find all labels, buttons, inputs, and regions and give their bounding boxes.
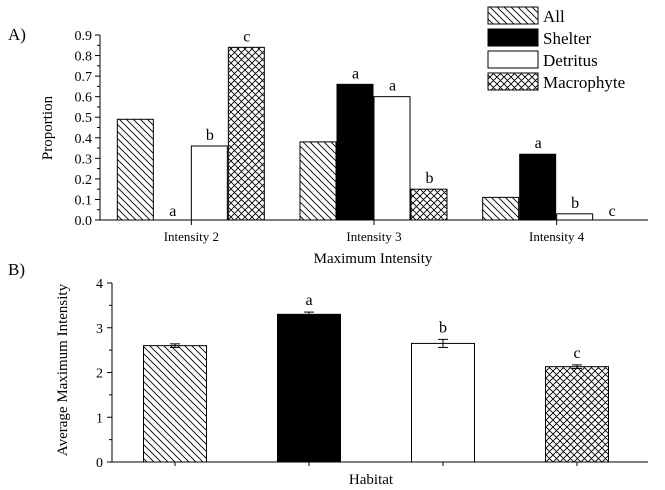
bar-detritus-intensity-4 <box>556 213 594 221</box>
y-tick-label-0-0: 0.0 <box>75 214 93 229</box>
panel-a-ylabel: Proportion <box>40 95 56 160</box>
y-tick-label-1: 1 <box>96 411 103 426</box>
x-tick-label-intensity-4: Intensity 4 <box>529 229 585 244</box>
sig-letter-shelter-intensity-2: a <box>169 203 176 220</box>
panel-b-bars: a b c <box>143 292 609 463</box>
y-tick-label-0: 0 <box>96 456 103 471</box>
x-tick-label-intensity-3: Intensity 3 <box>346 229 401 244</box>
sig-letter-macrophyte: c <box>573 345 580 362</box>
bar-all <box>143 345 207 463</box>
panel-a-xlabel: Maximum Intensity <box>314 251 433 267</box>
legend: All Shelter Detritus Macrophyte <box>487 6 625 92</box>
panel-a-bars: a b c a a b a b c <box>116 28 616 221</box>
bar-detritus-intensity-3 <box>373 96 411 221</box>
panel-b-axes: 0 1 2 3 4 <box>96 277 648 471</box>
sig-letter-detritus-intensity-4: b <box>571 195 579 212</box>
legend-label-all: All <box>543 7 565 26</box>
bar-detritus-intensity-2 <box>190 145 228 221</box>
sig-letter-macrophyte-intensity-4: c <box>609 203 616 220</box>
panel-b: B) a b c 0 1 2 3 4 Average Maximum Intensity H… <box>8 260 648 488</box>
bar-shelter <box>277 313 341 463</box>
bar-shelter-intensity-4 <box>519 153 557 221</box>
y-tick-label-4: 4 <box>96 277 103 292</box>
bar-detritus <box>411 342 475 463</box>
sig-letter-detritus-intensity-3: a <box>389 78 396 95</box>
bar-all-intensity-4 <box>482 196 520 221</box>
y-tick-label-0-9: 0.9 <box>75 29 93 44</box>
bar-macrophyte <box>545 366 609 463</box>
sig-letter-shelter-intensity-3: a <box>352 65 359 82</box>
sig-letter-macrophyte-intensity-3: b <box>426 170 434 187</box>
x-tick-label-intensity-2: Intensity 2 <box>164 229 219 244</box>
sig-letter-macrophyte-intensity-2: c <box>243 28 250 45</box>
y-tick-label-0-3: 0.3 <box>75 152 93 167</box>
legend-swatch-shelter <box>487 28 539 47</box>
y-tick-label-0-1: 0.1 <box>75 193 93 208</box>
legend-swatch-all <box>487 6 539 25</box>
y-tick-label-2: 2 <box>96 367 103 382</box>
y-tick-label-0-6: 0.6 <box>75 91 93 106</box>
panel-b-xlabel: Habitat <box>349 472 394 488</box>
legend-label-detritus: Detritus <box>543 51 598 70</box>
panel-a-label: A) <box>8 25 26 44</box>
bar-all-intensity-3 <box>299 141 337 221</box>
y-tick-label-3: 3 <box>96 322 103 337</box>
panel-b-ylabel: Average Maximum Intensity <box>55 283 71 456</box>
panel-b-label: B) <box>8 260 25 279</box>
y-tick-label-0-5: 0.5 <box>75 111 93 126</box>
sig-letter-detritus-intensity-2: b <box>206 127 214 144</box>
y-tick-label-0-2: 0.2 <box>75 173 93 188</box>
legend-swatch-macrophyte <box>487 72 539 91</box>
legend-label-shelter: Shelter <box>543 29 591 48</box>
y-tick-label-0-4: 0.4 <box>75 132 93 147</box>
y-tick-label-0-8: 0.8 <box>75 50 93 65</box>
sig-letter-shelter-intensity-4: a <box>535 135 542 152</box>
bar-all-intensity-2 <box>116 118 154 221</box>
legend-swatch-detritus <box>487 50 539 69</box>
sig-letter-detritus: b <box>439 319 447 336</box>
bar-shelter-intensity-3 <box>336 83 374 221</box>
sig-letter-shelter: a <box>305 292 312 309</box>
panel-a-axes: Intensity 2 Intensity 3 Intensity 4 0.0 0.1 0… <box>75 29 648 244</box>
legend-label-macrophyte: Macrophyte <box>543 73 625 92</box>
y-tick-label-0-7: 0.7 <box>75 70 93 85</box>
bar-macrophyte-intensity-3 <box>410 188 448 221</box>
bar-macrophyte-intensity-2 <box>227 46 265 221</box>
